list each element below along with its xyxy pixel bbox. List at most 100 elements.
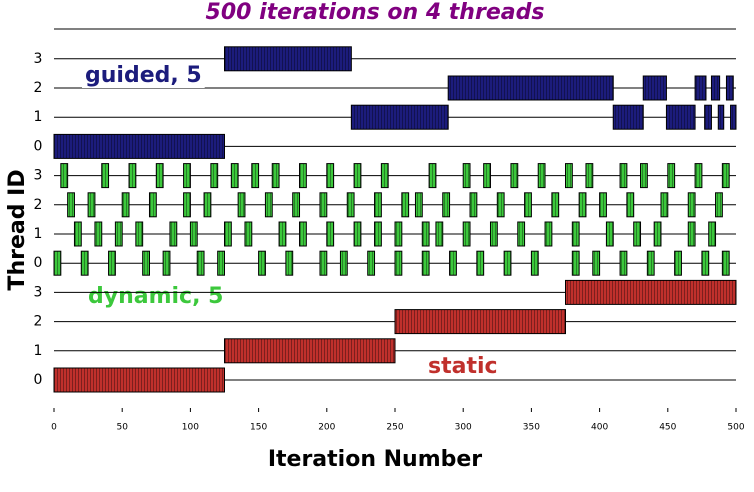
chunk-bar: [642, 75, 667, 101]
chunk-bar: [551, 192, 560, 218]
chunk-bar: [114, 221, 123, 247]
chunk-bar: [503, 250, 512, 276]
chunk-bar: [428, 163, 437, 189]
chunk-bar: [421, 221, 430, 247]
y-tick-label: 3: [34, 284, 43, 300]
chunk-bar: [599, 192, 607, 218]
y-tick-label: 2: [34, 197, 43, 213]
chunk-bar: [374, 192, 382, 218]
chunk-bar: [721, 250, 730, 276]
x-tick-label: 50: [116, 423, 128, 433]
chunk-bar: [619, 163, 628, 189]
chunk-bar: [203, 192, 212, 218]
chunk-bar: [285, 250, 294, 276]
chunk-bar: [73, 221, 82, 247]
chunk-bar: [394, 250, 403, 276]
x-tick-label: 300: [455, 423, 472, 433]
chunk-bar: [374, 221, 382, 247]
chunk-bar: [87, 192, 96, 218]
chunk-bar: [462, 221, 471, 247]
chunk-bar: [653, 221, 662, 247]
chunk-bar: [710, 75, 721, 101]
chunk-bar: [633, 221, 642, 247]
chunk-bar: [346, 192, 355, 218]
chunk-bar: [224, 221, 232, 247]
y-tick-label: 0: [34, 255, 43, 271]
chunk-bar: [578, 192, 587, 218]
chunk-bar: [108, 250, 116, 276]
chunk-bar: [326, 221, 335, 247]
chunk-bar: [704, 104, 712, 130]
chunk-bar: [258, 250, 266, 276]
chunk-bar: [53, 250, 62, 276]
chunk-bar: [687, 192, 696, 218]
chunk-bar: [725, 75, 734, 101]
chunk-bar: [530, 250, 539, 276]
x-axis-label: Iteration Number: [268, 447, 482, 472]
chunk-bar: [674, 250, 682, 276]
chunk-bar: [483, 163, 491, 189]
chunk-bar: [292, 192, 301, 218]
chunk-bar: [101, 163, 110, 189]
chunk-bar: [162, 250, 171, 276]
chunk-bar: [189, 221, 198, 247]
y-tick-label: 1: [34, 109, 43, 125]
chunk-bar: [694, 75, 707, 101]
chunk-bar: [646, 250, 655, 276]
chunk-bar: [142, 250, 150, 276]
x-tick-label: 200: [318, 423, 335, 433]
chunk-bar: [224, 338, 396, 364]
chunk-bar: [210, 163, 219, 189]
group-label-bg: [425, 354, 501, 379]
chunk-bar: [394, 309, 566, 335]
chunk-bar: [414, 192, 423, 218]
x-tick-label: 400: [591, 423, 608, 433]
chunk-bar: [380, 163, 389, 189]
chunk-bar: [299, 163, 307, 189]
chunk-bar: [237, 192, 246, 218]
chunk-bar: [350, 104, 449, 130]
chunk-bar: [53, 133, 225, 159]
chunk-bar: [421, 250, 430, 276]
chunk-bar: [489, 221, 498, 247]
chunk-bar: [278, 221, 287, 247]
chunk-bar: [271, 163, 280, 189]
chunk-bar: [367, 250, 376, 276]
chunk-bar: [251, 163, 260, 189]
chunk-bar: [571, 221, 580, 247]
chunk-bar: [264, 192, 273, 218]
chunk-bar: [60, 163, 69, 189]
chunk-bar: [537, 163, 546, 189]
chunk-bar: [476, 250, 485, 276]
chunk-bar: [319, 192, 328, 218]
chunk-bar: [326, 163, 335, 189]
chunk-bar: [217, 250, 225, 276]
group-label-bg: [85, 284, 227, 309]
chunk-bar: [449, 250, 457, 276]
chunk-bar: [353, 163, 362, 189]
x-tick-label: 0: [51, 423, 57, 433]
chunk-bar: [565, 279, 737, 305]
chunk-bar: [148, 192, 157, 218]
chunk-bar: [701, 250, 710, 276]
x-tick-label: 350: [523, 423, 540, 433]
chunk-bar: [319, 250, 328, 276]
y-tick-label: 3: [34, 51, 43, 67]
group-label: guided, 5: [85, 63, 202, 88]
chunk-bar: [94, 221, 103, 247]
chunk-bar: [435, 221, 444, 247]
chunk-bar: [230, 163, 239, 189]
chunk-bar: [626, 192, 635, 218]
y-tick-label: 2: [34, 314, 43, 330]
chunk-bar: [196, 250, 205, 276]
y-axis-label: Thread ID: [5, 169, 30, 290]
group-label-bg: [82, 63, 205, 88]
y-tick-label: 2: [34, 80, 43, 96]
chunk-bar: [244, 221, 253, 247]
chunk-bar: [605, 221, 614, 247]
chunk-bar: [121, 192, 130, 218]
chunk-bar: [619, 250, 628, 276]
chunk-bar: [353, 221, 362, 247]
chunk-bar: [715, 192, 723, 218]
chunk-bar: [401, 192, 410, 218]
